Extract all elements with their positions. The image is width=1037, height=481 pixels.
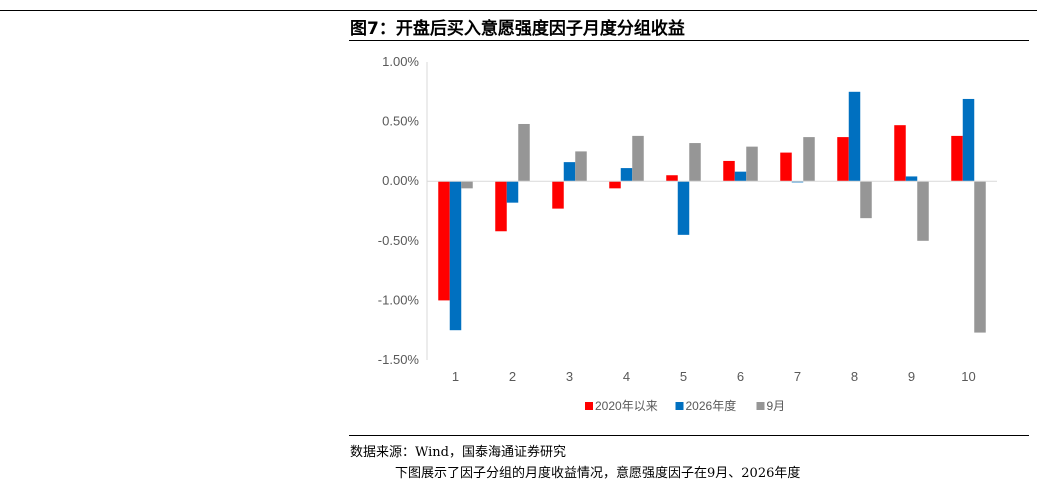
bar-2-10 bbox=[962, 98, 975, 182]
top-rule bbox=[0, 10, 1037, 11]
x-tick-label: 4 bbox=[623, 369, 630, 384]
bar-1-5 bbox=[666, 175, 678, 182]
bar-1-9 bbox=[894, 125, 906, 182]
bar-3-10 bbox=[974, 181, 986, 333]
trailing-body-text: 下图展示了因子分组的月度收益情况，意愿强度因子在9月、2026年度 bbox=[395, 466, 801, 481]
x-tick-label: 10 bbox=[961, 369, 975, 384]
x-tick-label: 8 bbox=[851, 369, 858, 384]
bar-1-4 bbox=[609, 181, 621, 189]
bar-3-5 bbox=[689, 143, 701, 182]
x-tick-label: 2 bbox=[509, 369, 516, 384]
bar-3-2 bbox=[518, 123, 530, 182]
figure-title: 图7：开盘后买入意愿强度因子月度分组收益 bbox=[350, 19, 685, 39]
y-tick-label: -1.00% bbox=[378, 292, 420, 307]
bar-1-7 bbox=[780, 152, 792, 182]
bottom-rule bbox=[349, 435, 1029, 436]
bar-1-3 bbox=[552, 181, 564, 209]
x-tick-label: 5 bbox=[680, 369, 687, 384]
bar-2-8 bbox=[848, 91, 861, 182]
legend-label-3: 9月 bbox=[767, 399, 786, 413]
bar-2-7 bbox=[791, 181, 804, 183]
y-tick-label: 0.50% bbox=[382, 114, 419, 129]
bar-3-7 bbox=[803, 137, 815, 182]
bar-2-6 bbox=[734, 171, 747, 182]
y-tick-label: -0.50% bbox=[378, 233, 420, 248]
bar-3-1 bbox=[461, 181, 473, 189]
legend-swatch-1 bbox=[585, 402, 593, 410]
x-tick-label: 7 bbox=[794, 369, 801, 384]
bar-2-1 bbox=[449, 181, 462, 331]
bar-3-9 bbox=[917, 181, 929, 241]
bar-2-2 bbox=[506, 181, 519, 203]
bar-2-4 bbox=[620, 168, 633, 182]
bar-2-9 bbox=[905, 176, 918, 182]
bar-1-8 bbox=[837, 137, 849, 182]
source-note: 数据来源：Wind，国泰海通证券研究 bbox=[350, 445, 566, 460]
bar-1-2 bbox=[495, 181, 507, 232]
bar-3-6 bbox=[746, 146, 758, 182]
bar-chart: 1.00% 0.50% 0.00% -0.50% -1.00% -1.50% 1 2 3 4 5 6 7… bbox=[378, 54, 997, 413]
bar-3-3 bbox=[575, 151, 587, 182]
x-tick-label: 1 bbox=[452, 369, 459, 384]
bar-1-1 bbox=[438, 181, 450, 301]
bar-1-10 bbox=[951, 135, 963, 182]
y-tick-label: 0.00% bbox=[382, 173, 419, 188]
x-tick-label: 6 bbox=[737, 369, 744, 384]
bar-3-4 bbox=[632, 135, 644, 182]
bar-2-5 bbox=[677, 181, 690, 235]
legend-swatch-2 bbox=[675, 402, 684, 410]
bar-2-3 bbox=[563, 162, 576, 182]
y-tick-label: 1.00% bbox=[382, 54, 419, 69]
bar-1-6 bbox=[723, 160, 735, 182]
bar-3-8 bbox=[860, 181, 872, 219]
title-rule bbox=[349, 40, 1029, 41]
x-tick-label: 9 bbox=[908, 369, 915, 384]
legend-label-1: 2020年以来 bbox=[595, 399, 658, 413]
legend-label-2: 2026年度 bbox=[686, 398, 737, 413]
y-tick-label: -1.50% bbox=[378, 352, 420, 367]
legend-swatch-3 bbox=[756, 402, 765, 410]
x-tick-label: 3 bbox=[566, 369, 573, 384]
